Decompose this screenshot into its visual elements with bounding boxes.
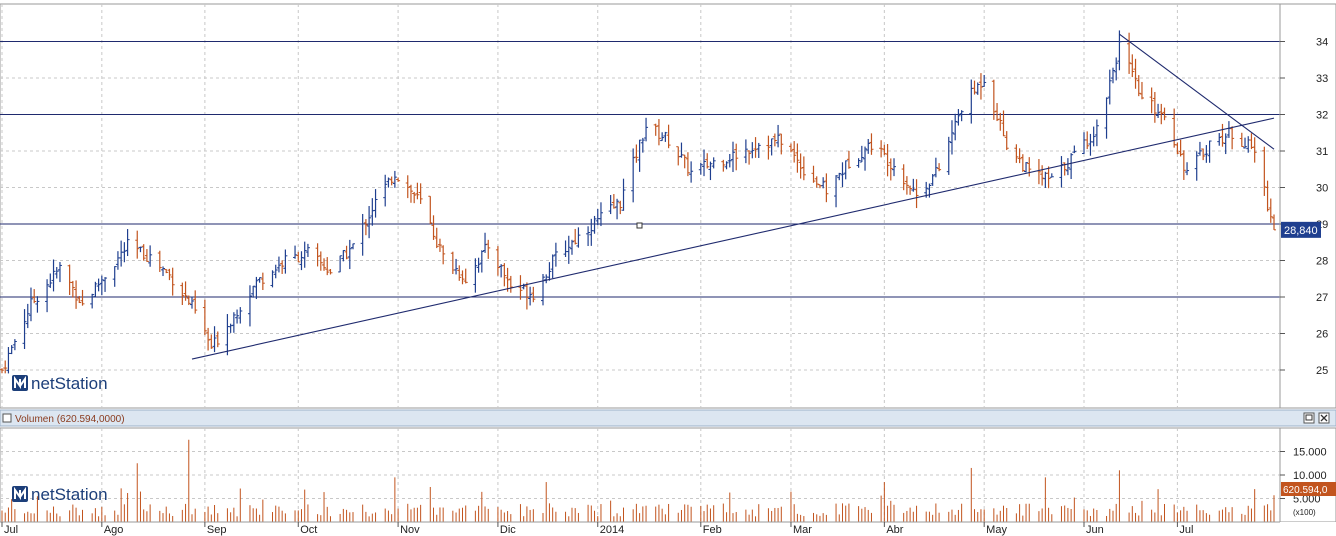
volume-panel-title: Volumen (620.594,0000): [15, 414, 125, 425]
trend-handle[interactable]: [636, 222, 643, 229]
time-tick-label: Jun: [1086, 524, 1104, 536]
price-axis-area[interactable]: [1279, 3, 1336, 409]
volume-scale-note: (x100): [1293, 508, 1316, 517]
volume-axis-ticks: 5.000 10.000 15.000: [1280, 447, 1327, 506]
price-tick-label: 28: [1316, 256, 1328, 268]
time-axis[interactable]: Jul Ago Sep Oct Nov Dic 2014 Feb Mar Abr May Jun Jul: [0, 521, 1336, 536]
price-tick-label: 31: [1316, 146, 1328, 158]
time-tick-label: 2014: [600, 524, 624, 536]
price-series: [0, 30, 1276, 374]
time-tick-label: Feb: [703, 524, 722, 536]
price-tick-label: 27: [1316, 292, 1328, 304]
netstation-logo-bottom: netStation: [12, 485, 108, 504]
time-tick-label: Dic: [500, 524, 516, 536]
time-tick-label: Oct: [300, 524, 317, 536]
price-tick-label: 32: [1316, 110, 1328, 122]
volume-last-label: 620.594,0: [1283, 485, 1328, 496]
close-icon[interactable]: [1318, 412, 1330, 424]
trendline: [191, 117, 1275, 360]
time-tick-label: Mar: [793, 524, 812, 536]
restore-icon[interactable]: [1303, 412, 1315, 424]
time-tick-label: Abr: [886, 524, 903, 536]
netstation-logo-top: netStation: [12, 374, 108, 393]
price-tick-label: 25: [1316, 365, 1328, 377]
price-tick-label: 26: [1316, 329, 1328, 341]
netstation-logo-icon: [12, 375, 28, 391]
time-tick-label: Sep: [207, 524, 227, 536]
volume-panel[interactable]: 5.000 10.000 15.000 620.594,0 (x100) netSt…: [0, 427, 1336, 523]
last-price-background: [1281, 221, 1321, 238]
last-price-label: 28,840: [1284, 225, 1318, 237]
netstation-logo-text: netStation: [31, 485, 108, 504]
volume-tick-label: 15.000: [1293, 447, 1327, 459]
volume-plot-area[interactable]: [0, 427, 1281, 523]
price-gridlines: [0, 4, 1280, 408]
netstation-logo-icon: [12, 486, 28, 502]
volume-series: [1, 439, 1275, 522]
time-tick-label: Jul: [4, 524, 18, 536]
volume-last-background: [1281, 482, 1336, 496]
time-tick-label: Jul: [1179, 524, 1193, 536]
netstation-logo-text: netStation: [31, 374, 108, 393]
time-tick-label: Nov: [400, 524, 420, 536]
price-tick-label: 34: [1316, 37, 1328, 49]
trendline: [1119, 33, 1275, 150]
volume-panel-icon: [2, 413, 12, 423]
last-price-tag: 28,840: [1281, 221, 1321, 238]
trendlines: [191, 33, 1275, 360]
price-tick-label: 33: [1316, 73, 1328, 85]
time-tick-label: Ago: [104, 524, 124, 536]
time-axis-ticks: Jul Ago Sep Oct Nov Dic 2014 Feb Mar Abr May Jun Jul: [1, 522, 1193, 536]
volume-tick-label: 10.000: [1293, 470, 1327, 482]
price-plot-area[interactable]: [0, 3, 1281, 409]
price-tick-label: 30: [1316, 183, 1328, 195]
volume-tick-label: 5.000: [1293, 494, 1321, 506]
volume-panel-header: Volumen (620.594,0000): [0, 409, 1336, 427]
time-tick-label: May: [986, 524, 1007, 536]
